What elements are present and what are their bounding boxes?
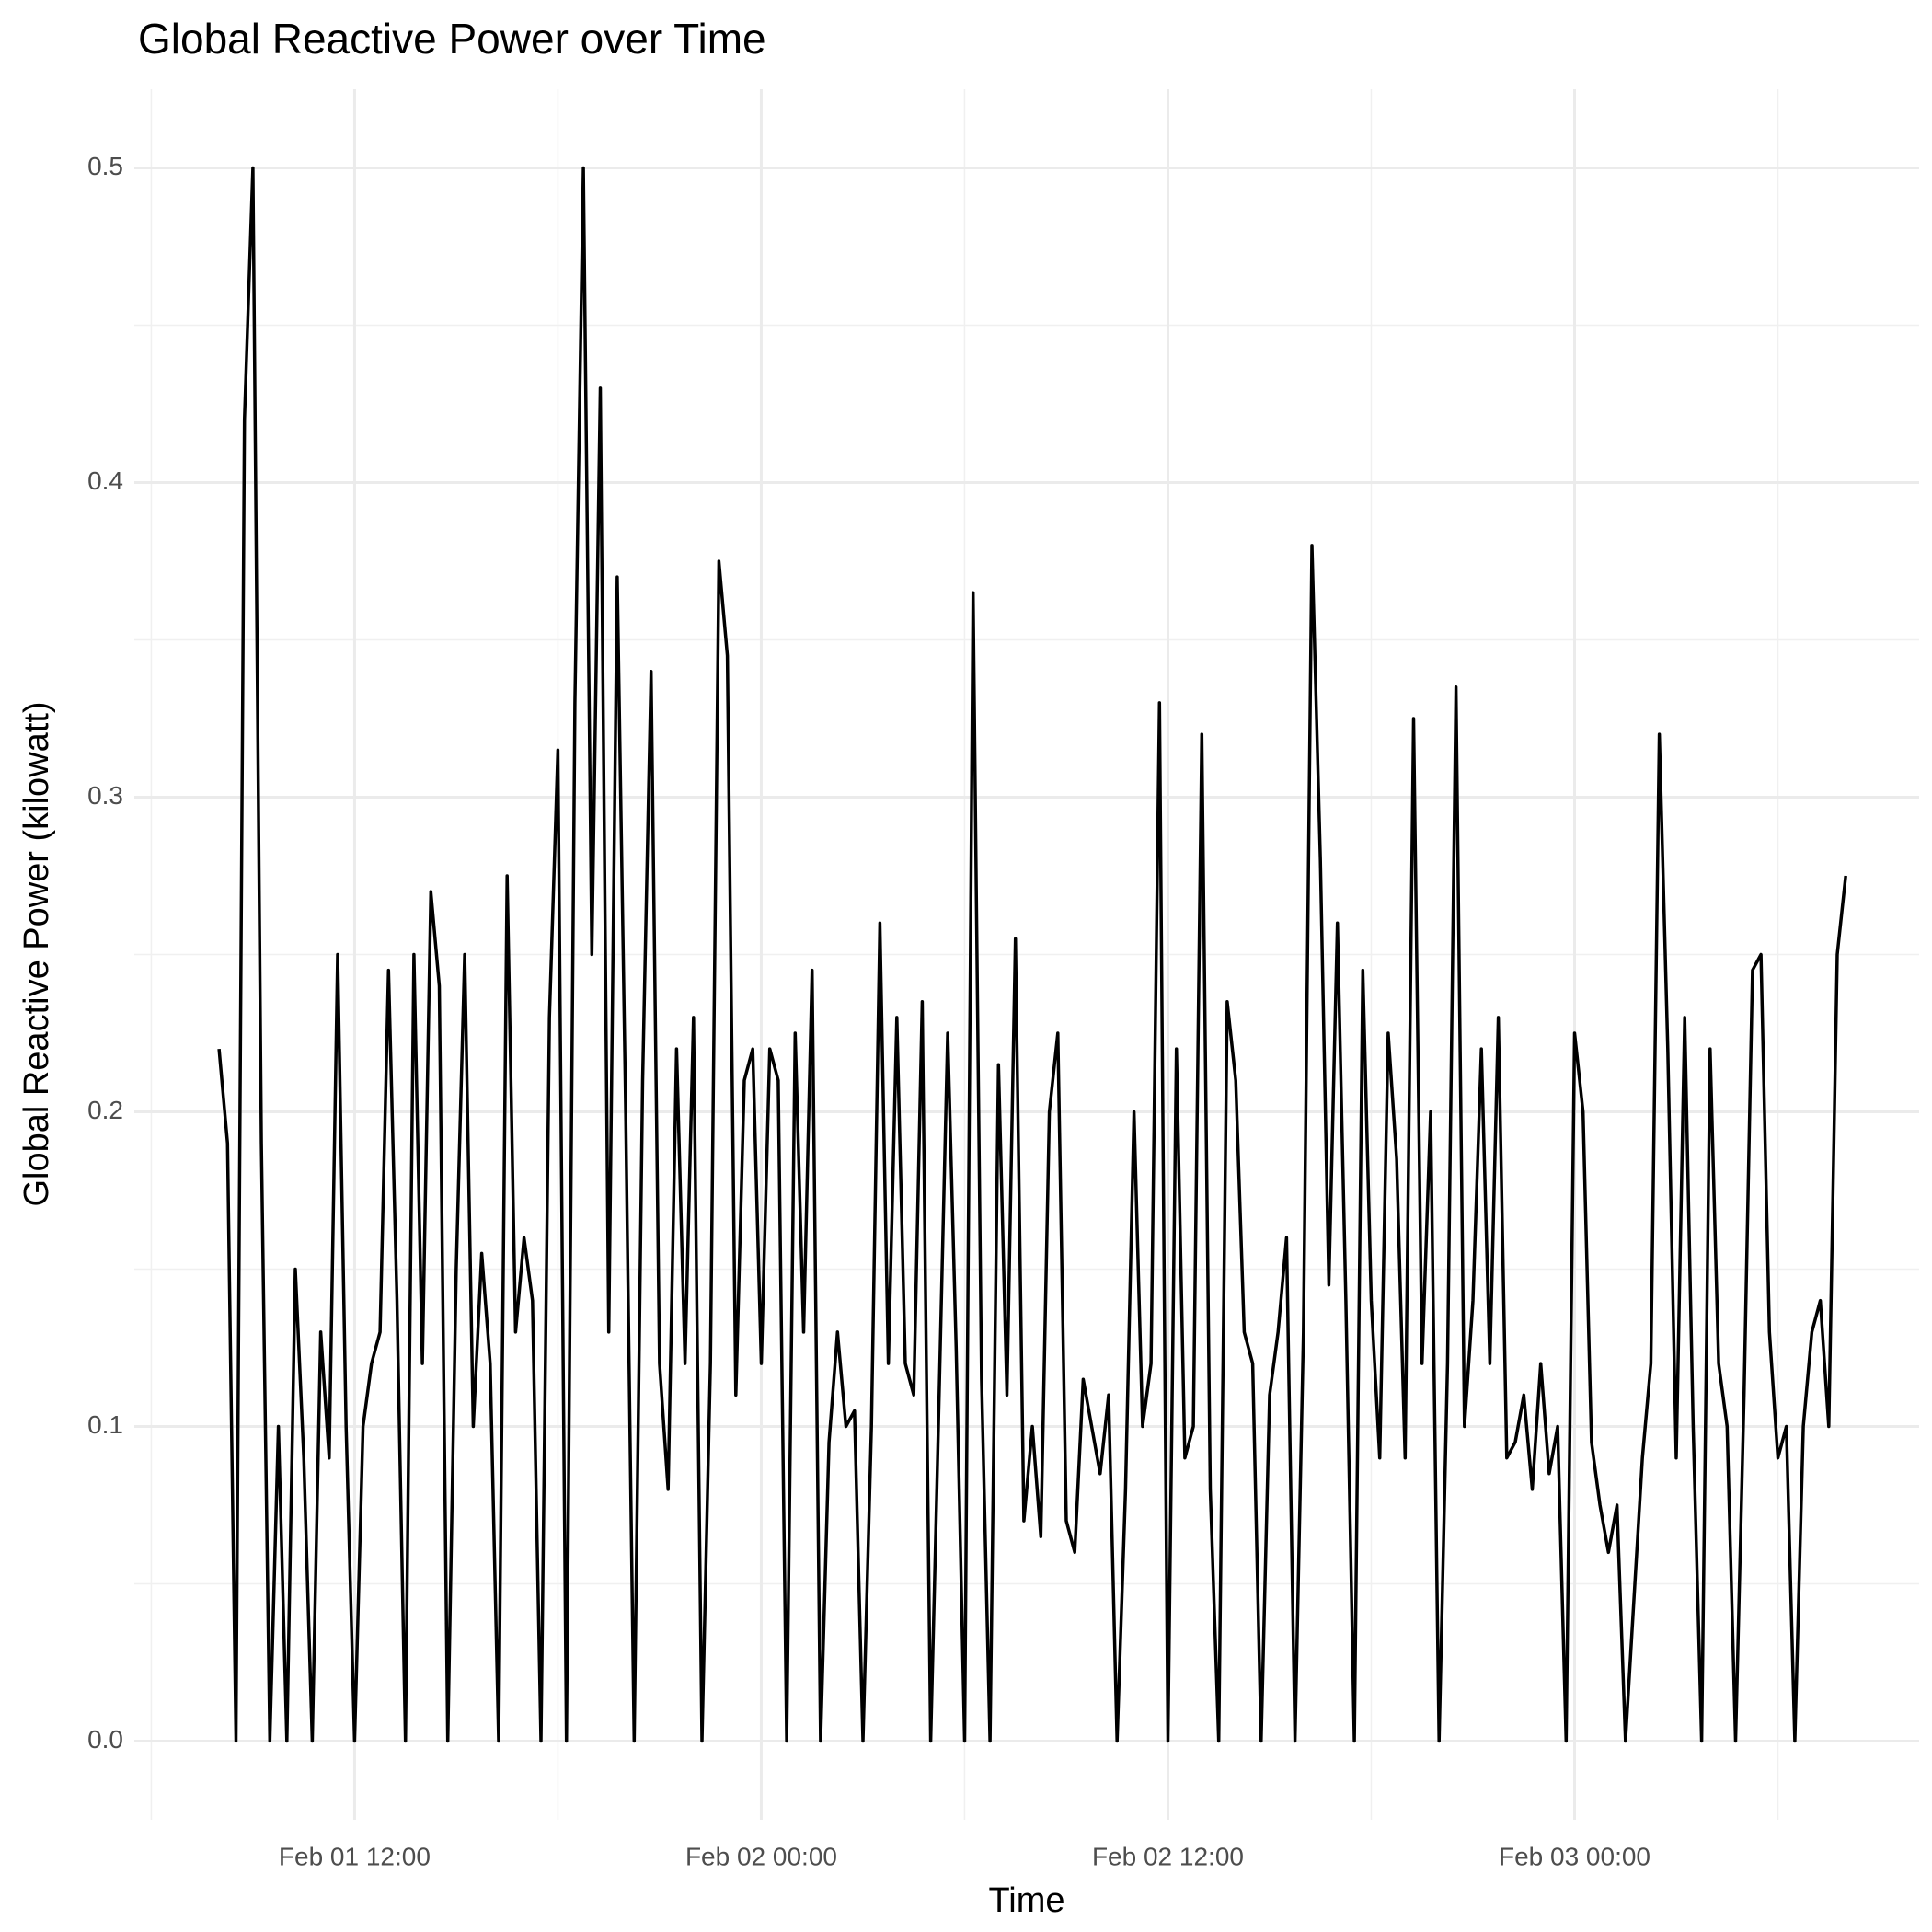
data-line (217, 166, 1847, 1743)
y-tick-label: 0.3 (87, 781, 123, 810)
y-axis-title: Global Reactive Power (kilowatt) (17, 701, 56, 1206)
y-tick-label: 0.0 (87, 1725, 123, 1754)
x-tick-label: Feb 02 00:00 (685, 1842, 837, 1870)
y-tick-label: 0.2 (87, 1096, 123, 1124)
x-tick-label: Feb 01 12:00 (279, 1842, 431, 1870)
y-tick-label: 0.4 (87, 466, 123, 495)
x-axis-title: Time (988, 1881, 1064, 1920)
y-tick-label: 0.1 (87, 1410, 123, 1439)
x-tick-label: Feb 02 12:00 (1092, 1842, 1244, 1870)
chart-title: Global Reactive Power over Time (138, 15, 766, 63)
y-tick-label: 0.5 (87, 152, 123, 180)
x-tick-label: Feb 03 00:00 (1499, 1842, 1650, 1870)
